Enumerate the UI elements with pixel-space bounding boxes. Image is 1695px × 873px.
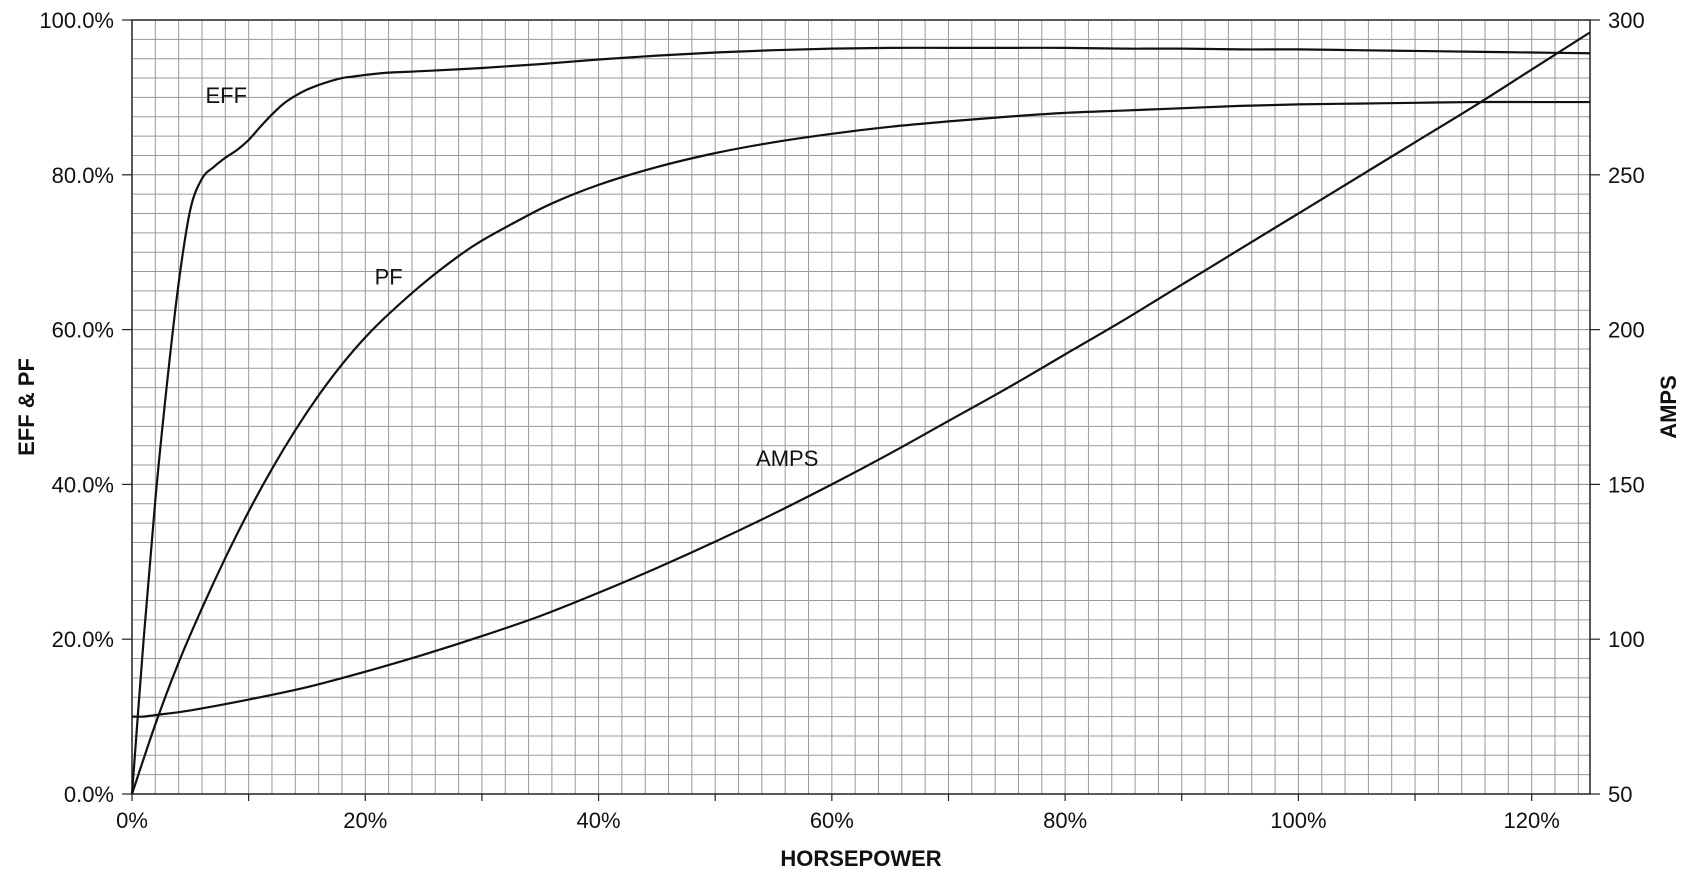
y-tick-label: 100.0% xyxy=(39,8,114,33)
y-tick-label: 0.0% xyxy=(64,782,114,807)
series-labels: EFF PF AMPS xyxy=(205,83,818,471)
y-axis-title: EFF & PF xyxy=(14,358,39,456)
y2-tick-label: 300 xyxy=(1608,8,1645,33)
y-tick-label: 40.0% xyxy=(52,472,114,497)
series-label-amps: AMPS xyxy=(756,446,818,471)
tick-marks xyxy=(122,19,1600,801)
x-tick-label: 80% xyxy=(1043,808,1087,833)
series-lines xyxy=(130,31,1591,795)
x-tick-label: 20% xyxy=(343,808,387,833)
y-tick-label: 60.0% xyxy=(52,318,114,343)
y2-tick-label: 150 xyxy=(1608,472,1645,497)
x-tick-label: 0% xyxy=(116,808,148,833)
x-tick-labels: 0% 20% 40% 60% 80% 100% 120% xyxy=(116,808,1560,833)
grid-major xyxy=(132,174,1590,640)
series-line-amps xyxy=(131,31,1591,718)
y-tick-label: 80.0% xyxy=(52,163,114,188)
x-tick-label: 100% xyxy=(1270,808,1326,833)
plot-frame xyxy=(131,19,1591,795)
series-label-eff: EFF xyxy=(205,83,247,108)
x-tick-label: 40% xyxy=(577,808,621,833)
y-tick-labels: 0.0% 20.0% 40.0% 60.0% 80.0% 100.0% xyxy=(39,8,114,807)
y2-tick-label: 250 xyxy=(1608,163,1645,188)
series-line-eff xyxy=(130,46,1591,795)
y2-tick-label: 200 xyxy=(1608,318,1645,343)
y2-axis-title: AMPS xyxy=(1656,375,1681,439)
x-axis-title: HORSEPOWER xyxy=(780,846,941,871)
x-tick-label: 120% xyxy=(1504,808,1560,833)
y-tick-label: 20.0% xyxy=(52,627,114,652)
y2-tick-labels: 50 100 150 200 250 300 xyxy=(1608,8,1645,807)
series-label-pf: PF xyxy=(375,265,403,290)
x-tick-label: 60% xyxy=(810,808,854,833)
y2-tick-label: 50 xyxy=(1608,782,1632,807)
series-line-pf xyxy=(130,100,1591,795)
grid-minor xyxy=(132,20,1590,794)
y2-tick-label: 100 xyxy=(1608,627,1645,652)
